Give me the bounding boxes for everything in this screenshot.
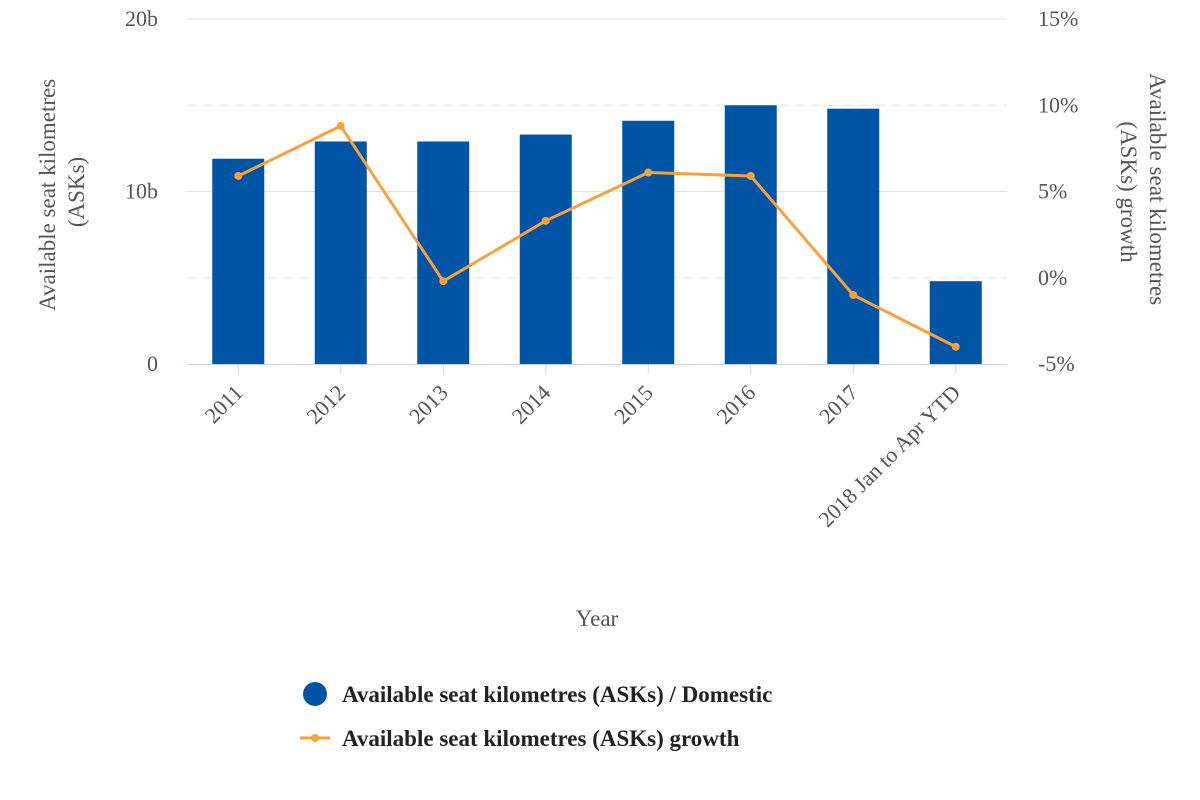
- x-tick-label: 2014: [506, 380, 555, 429]
- growth-point[interactable]: [644, 168, 653, 177]
- bar[interactable]: [622, 120, 675, 365]
- growth-point[interactable]: [849, 291, 858, 299]
- y-right-tick-label: -5%: [1038, 351, 1075, 376]
- y-axis-left-title: Available seat kilometres (ASKs): [35, 73, 89, 311]
- growth-point[interactable]: [234, 171, 243, 180]
- legend-label-bars: Available seat kilometres (ASKs) / Domes…: [342, 682, 772, 707]
- growth-line: [234, 121, 960, 351]
- x-tick-label: 2017: [814, 380, 863, 429]
- growth-point[interactable]: [336, 121, 345, 130]
- y-right-tick-label: 10%: [1038, 92, 1078, 117]
- bars: [212, 105, 982, 365]
- y-left-tick-label: 0: [147, 351, 158, 376]
- legend-bar-marker: [303, 682, 327, 706]
- x-axis-title: Year: [576, 606, 619, 631]
- legend: Available seat kilometres (ASKs) / Domes…: [300, 682, 772, 751]
- y-left-tick-label: 10b: [125, 179, 158, 204]
- y-axis-right-title-line-1: Available seat kilometres: [1145, 73, 1170, 305]
- x-tick-label: 2012: [301, 380, 350, 429]
- x-tick-label: 2011: [200, 380, 248, 428]
- growth-point[interactable]: [951, 342, 960, 351]
- legend-label-line: Available seat kilometres (ASKs) growth: [342, 726, 740, 751]
- y-axis-right-title: Available seat kilometres (ASKs) growth: [1116, 73, 1170, 311]
- y-axis-left-title-line-1: Available seat kilometres: [35, 79, 60, 311]
- y-axis-left-title-line-2: (ASKs): [64, 157, 89, 227]
- bar[interactable]: [314, 141, 367, 364]
- bar[interactable]: [724, 105, 777, 364]
- x-tick-label: 2013: [404, 380, 453, 429]
- bar[interactable]: [519, 134, 572, 364]
- y-left-tick-label: 20b: [125, 6, 158, 31]
- y-right-tick-label: 15%: [1038, 6, 1078, 31]
- bar[interactable]: [827, 108, 880, 364]
- bar[interactable]: [929, 281, 982, 364]
- y-right-tick-label: 5%: [1038, 179, 1067, 204]
- growth-point[interactable]: [439, 277, 448, 286]
- growth-point[interactable]: [541, 216, 550, 225]
- grid-lines: [187, 18, 1007, 279]
- legend-item-bars[interactable]: Available seat kilometres (ASKs) / Domes…: [303, 682, 772, 707]
- growth-point[interactable]: [746, 171, 755, 180]
- bar[interactable]: [212, 158, 265, 364]
- x-tick-label: 2016: [711, 380, 760, 429]
- y-axis-right-title-line-2: (ASKs) growth: [1116, 121, 1141, 263]
- axes: 0 10b 20b -5% 0% 5% 10% 15% 2011 2012 2013 2014 2015…: [125, 6, 1078, 532]
- x-tick-label: 2015: [609, 380, 658, 429]
- growth-line-path: [237, 124, 957, 349]
- legend-line-dot: [311, 734, 319, 742]
- y-right-tick-label: 0%: [1038, 265, 1067, 290]
- legend-item-line[interactable]: Available seat kilometres (ASKs) growth: [300, 726, 740, 751]
